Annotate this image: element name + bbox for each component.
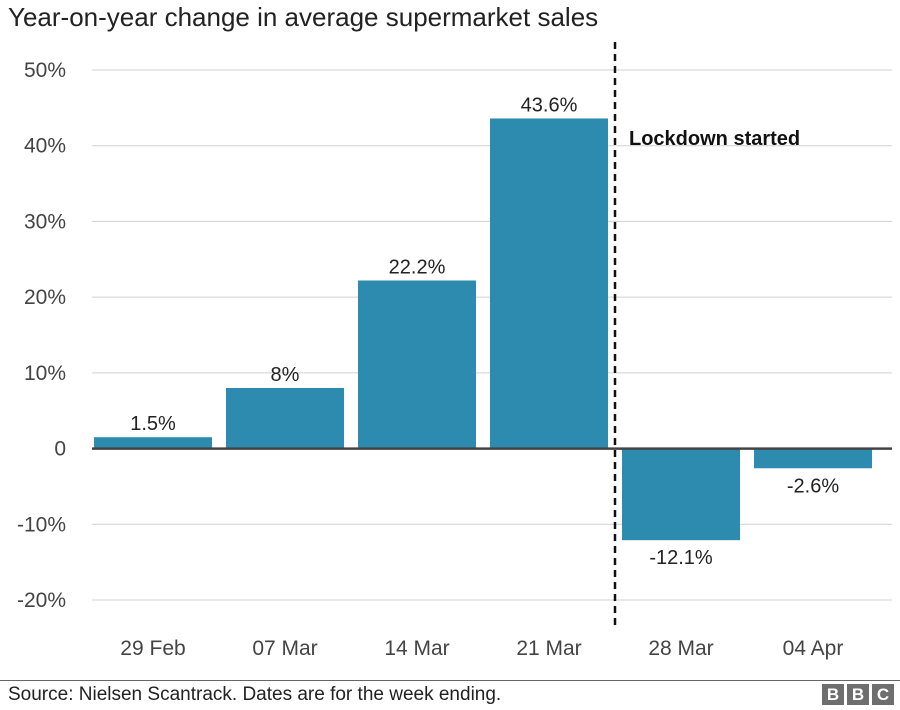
x-tick-label: 21 Mar: [516, 637, 581, 660]
y-tick-label: -20%: [17, 589, 66, 612]
x-axis-ticks: 29 Feb 07 Mar 14 Mar 21 Mar 28 Mar 04 Apr: [120, 637, 843, 660]
data-labels: 1.5% 8% 22.2% 43.6% -12.1% -2.6%: [130, 94, 839, 569]
y-tick-label: 20%: [24, 286, 66, 309]
bars: [94, 118, 872, 541]
data-label: -12.1%: [649, 547, 713, 569]
x-tick-label: 07 Mar: [252, 637, 317, 660]
bar: [490, 118, 608, 449]
data-label: 22.2%: [389, 256, 446, 278]
bar: [226, 388, 344, 449]
y-axis-ticks: 50% 40% 30% 20% 10% 0 -10% -20%: [17, 59, 66, 612]
x-tick-label: 14 Mar: [384, 637, 449, 660]
data-label: 43.6%: [521, 94, 578, 116]
logo-letter-b2: B: [847, 684, 869, 705]
footer-divider: [0, 680, 900, 681]
logo-letter-b1: B: [822, 684, 844, 705]
x-tick-label: 04 Apr: [783, 637, 844, 660]
y-tick-label: 30%: [24, 210, 66, 233]
data-label: -2.6%: [787, 475, 839, 497]
data-label: 1.5%: [130, 413, 176, 435]
lockdown-annotation: Lockdown started: [613, 42, 800, 628]
y-tick-label: 0: [54, 438, 66, 461]
y-tick-label: 10%: [24, 362, 66, 385]
data-label: 8%: [271, 364, 300, 386]
source-note: Source: Nielsen Scantrack. Dates are for…: [8, 684, 502, 705]
y-tick-label: -10%: [17, 513, 66, 536]
bbc-logo: B B C: [822, 684, 894, 705]
x-tick-label: 29 Feb: [120, 637, 185, 660]
x-tick-label: 28 Mar: [648, 637, 713, 660]
bar: [94, 437, 212, 449]
y-tick-label: 40%: [24, 135, 66, 158]
bar: [622, 448, 740, 541]
logo-letter-c: C: [872, 684, 894, 705]
chart-title: Year-on-year change in average supermark…: [8, 2, 599, 32]
y-tick-label: 50%: [24, 59, 66, 82]
bar-chart: 50% 40% 30% 20% 10% 0 -10% -20% 1.5% 8% 22.2% 43.6…: [17, 42, 892, 660]
bar: [754, 448, 872, 469]
lockdown-label: Lockdown started: [629, 128, 800, 150]
bar: [358, 280, 476, 449]
